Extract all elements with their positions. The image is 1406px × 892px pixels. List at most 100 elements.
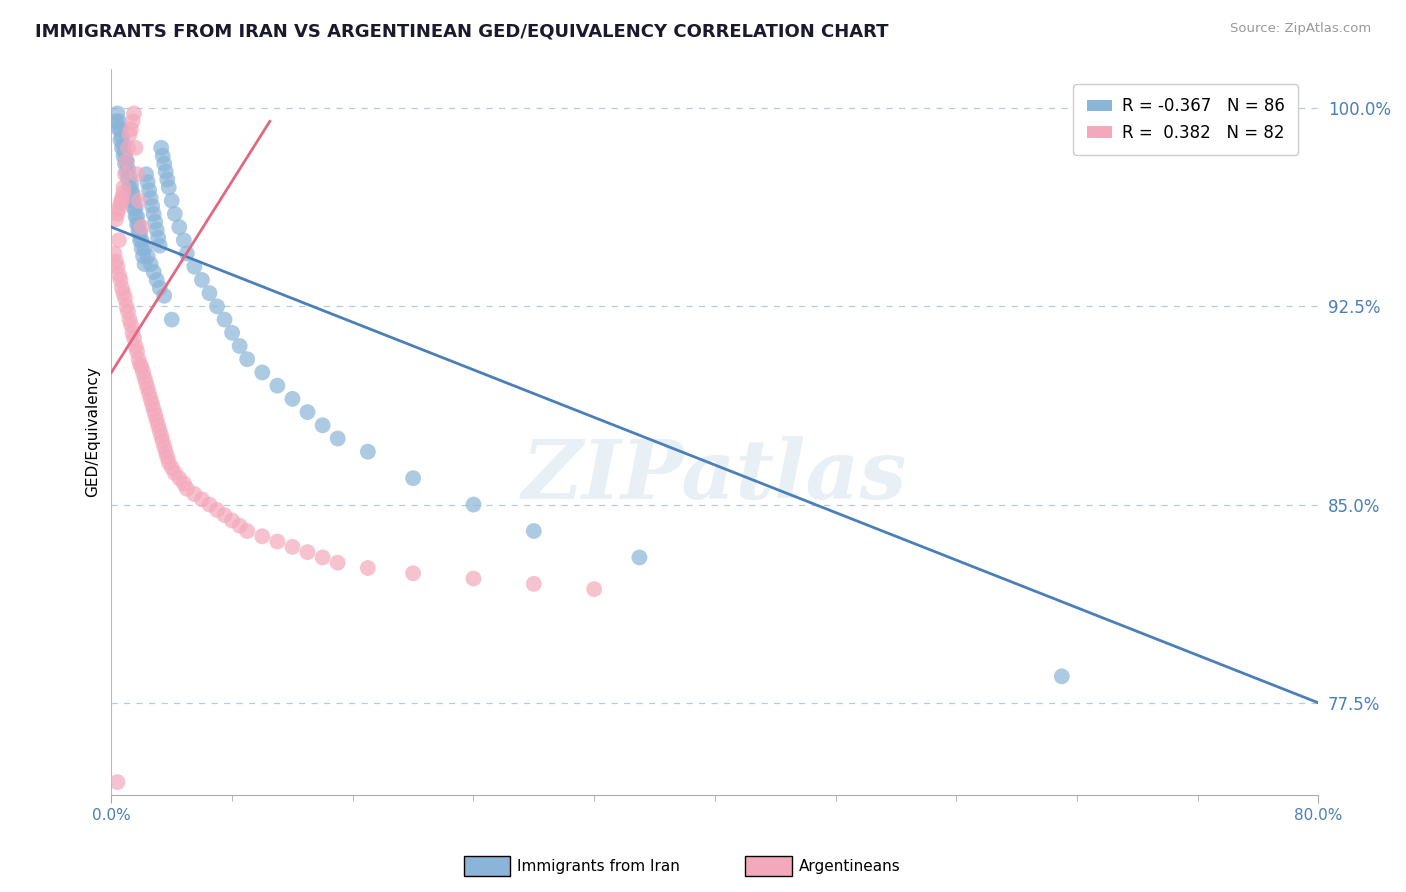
Text: IMMIGRANTS FROM IRAN VS ARGENTINEAN GED/EQUIVALENCY CORRELATION CHART: IMMIGRANTS FROM IRAN VS ARGENTINEAN GED/… xyxy=(35,22,889,40)
Point xyxy=(117,141,139,155)
Point xyxy=(153,289,176,303)
Point xyxy=(149,281,172,295)
Point xyxy=(156,172,179,186)
Point xyxy=(135,376,157,390)
Point xyxy=(129,233,152,247)
Point xyxy=(176,246,198,260)
Point xyxy=(117,161,139,176)
Point xyxy=(134,370,156,384)
Point xyxy=(110,273,132,287)
Point xyxy=(150,429,173,443)
Point xyxy=(132,366,155,380)
Point xyxy=(297,545,319,559)
Point xyxy=(112,149,135,163)
Point xyxy=(115,154,138,169)
Point xyxy=(125,167,148,181)
Point xyxy=(107,106,129,120)
Point xyxy=(115,154,138,169)
Point xyxy=(131,233,153,247)
Point xyxy=(110,133,132,147)
Point xyxy=(120,186,142,200)
Point xyxy=(111,194,134,208)
Point xyxy=(297,405,319,419)
Point xyxy=(124,141,146,155)
Point xyxy=(120,318,142,332)
Point xyxy=(357,444,380,458)
Point xyxy=(152,149,174,163)
Point xyxy=(163,466,186,480)
Point xyxy=(128,218,150,232)
Point xyxy=(135,167,157,181)
Point xyxy=(173,233,195,247)
Point xyxy=(183,260,205,274)
Point xyxy=(125,218,148,232)
Point xyxy=(136,249,159,263)
Point xyxy=(139,257,162,271)
Point xyxy=(205,503,228,517)
Point xyxy=(266,534,288,549)
Point xyxy=(143,408,166,422)
Point xyxy=(122,106,145,120)
Point xyxy=(104,212,127,227)
Point xyxy=(104,254,127,268)
Point xyxy=(173,476,195,491)
Point xyxy=(112,180,135,194)
Point xyxy=(281,392,304,406)
Point xyxy=(124,202,146,216)
Point xyxy=(117,172,139,186)
Point xyxy=(191,492,214,507)
Text: Argentineans: Argentineans xyxy=(799,859,900,873)
Legend: R = -0.367   N = 86, R =  0.382   N = 82: R = -0.367 N = 86, R = 0.382 N = 82 xyxy=(1073,84,1298,155)
Point xyxy=(112,186,135,200)
Point xyxy=(112,138,135,153)
Point xyxy=(252,529,274,543)
Point xyxy=(198,498,221,512)
Point xyxy=(155,164,177,178)
Point xyxy=(122,194,145,208)
Point xyxy=(139,392,162,406)
Point xyxy=(125,210,148,224)
Point xyxy=(128,194,150,208)
Point xyxy=(150,141,173,155)
Point xyxy=(128,226,150,240)
Point xyxy=(148,418,170,433)
Point xyxy=(117,304,139,318)
Point xyxy=(221,326,243,340)
Point xyxy=(129,226,152,240)
Point xyxy=(115,164,138,178)
Point xyxy=(112,286,135,301)
Point xyxy=(169,220,191,235)
Point xyxy=(183,487,205,501)
Point xyxy=(163,207,186,221)
Point xyxy=(155,444,177,458)
Text: Source: ZipAtlas.com: Source: ZipAtlas.com xyxy=(1230,22,1371,36)
Point xyxy=(111,130,134,145)
Point xyxy=(110,122,132,136)
Point xyxy=(138,386,160,401)
Point xyxy=(311,550,333,565)
Point xyxy=(124,210,146,224)
Point xyxy=(149,238,172,252)
Point xyxy=(115,299,138,313)
Point xyxy=(156,450,179,464)
Point xyxy=(145,223,167,237)
Point xyxy=(118,169,141,184)
Point xyxy=(115,154,138,169)
Point xyxy=(122,202,145,216)
Point xyxy=(107,260,129,274)
Point xyxy=(111,141,134,155)
Point xyxy=(214,508,236,523)
Point xyxy=(236,352,259,367)
Point xyxy=(628,550,651,565)
Point xyxy=(153,439,176,453)
Point xyxy=(153,156,176,170)
Point xyxy=(132,249,155,263)
Point xyxy=(121,114,143,128)
Point xyxy=(121,194,143,208)
Point xyxy=(160,312,183,326)
Point xyxy=(145,273,167,287)
Point xyxy=(463,498,485,512)
Point xyxy=(121,186,143,200)
Point xyxy=(114,146,136,161)
Point xyxy=(157,455,180,469)
